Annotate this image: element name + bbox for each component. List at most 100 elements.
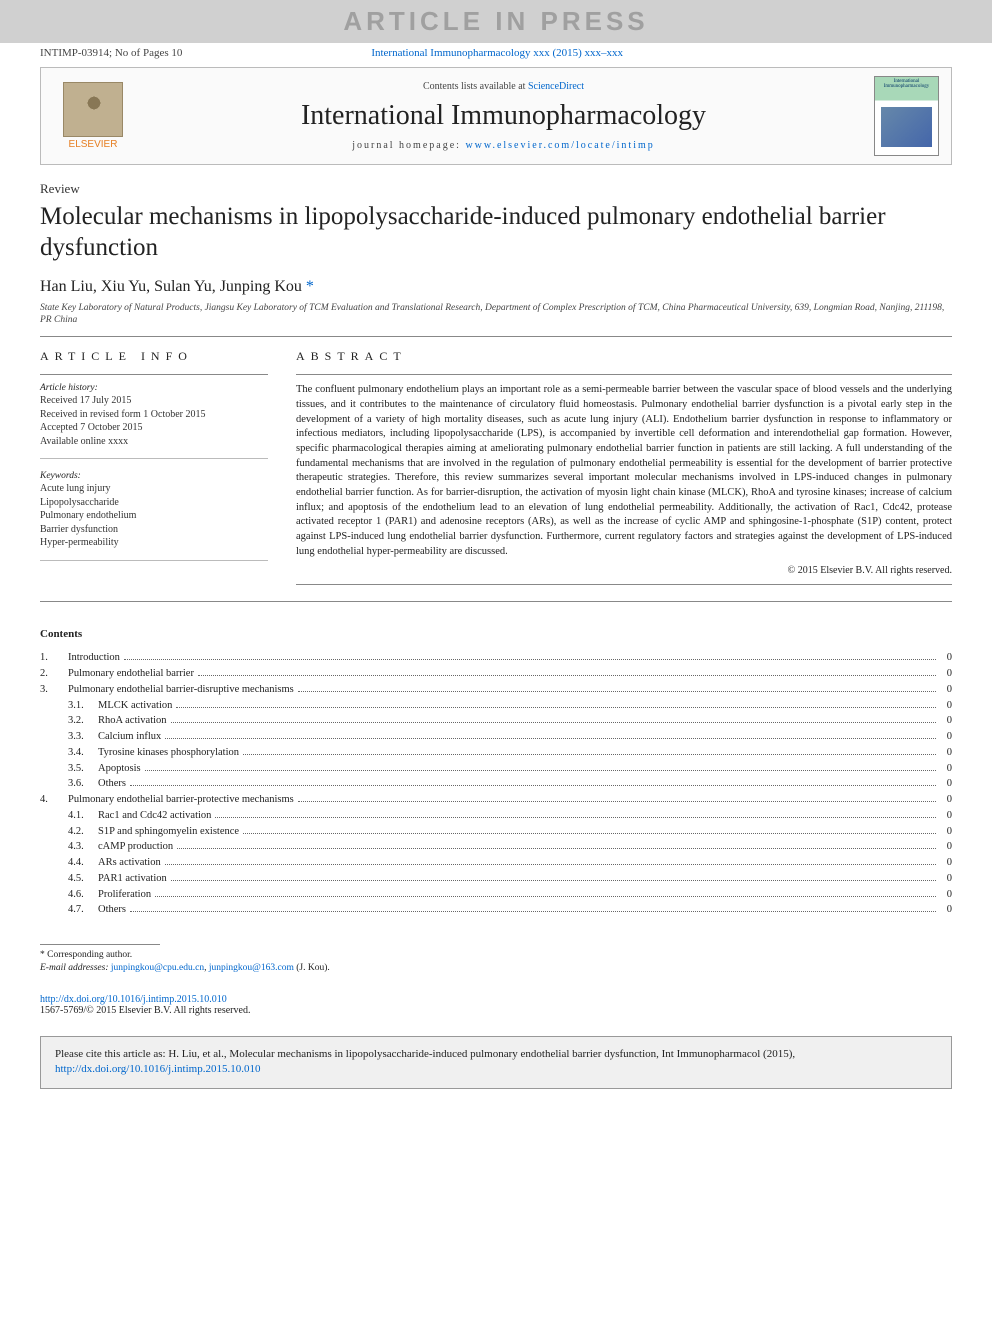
journal-masthead: ELSEVIER Contents lists available at Sci…	[40, 67, 952, 165]
article-info-heading: article info	[40, 349, 268, 364]
toc-page: 0	[940, 824, 952, 840]
journal-reference-link[interactable]: International Immunopharmacology xxx (20…	[182, 47, 812, 59]
toc-page: 0	[940, 713, 952, 729]
toc-page: 0	[940, 666, 952, 682]
abstract-column: abstract The confluent pulmonary endothe…	[296, 349, 952, 593]
contents-heading: Contents	[40, 628, 952, 640]
article-title: Molecular mechanisms in lipopolysacchari…	[40, 201, 952, 264]
toc-num: 3.1.	[68, 698, 98, 714]
toc-num: 4.7.	[68, 902, 98, 918]
corresponding-author-footnote: * Corresponding author.	[40, 949, 952, 962]
toc-subitem[interactable]: 4.7.Others 0	[40, 902, 952, 918]
toc-page: 0	[940, 871, 952, 887]
toc-dots	[176, 707, 936, 708]
toc-page: 0	[940, 761, 952, 777]
toc-dots	[130, 911, 936, 912]
toc-label: Pulmonary endothelial barrier	[68, 666, 194, 682]
article-type: Review	[40, 181, 952, 197]
toc-label: ARs activation	[98, 855, 161, 871]
table-of-contents: 1.Introduction02.Pulmonary endothelial b…	[40, 650, 952, 918]
sciencedirect-link[interactable]: ScienceDirect	[528, 81, 584, 92]
toc-subitem[interactable]: 3.2.RhoA activation0	[40, 713, 952, 729]
toc-subitem[interactable]: 4.4.ARs activation0	[40, 855, 952, 871]
toc-subitem[interactable]: 4.2.S1P and sphingomyelin existence 0	[40, 824, 952, 840]
abstract-copyright: © 2015 Elsevier B.V. All rights reserved…	[296, 565, 952, 576]
toc-label: Pulmonary endothelial barrier-disruptive…	[68, 682, 294, 698]
abstract-heading: abstract	[296, 349, 952, 364]
cover-thumb-image	[881, 107, 931, 147]
toc-page: 0	[940, 902, 952, 918]
toc-subitem[interactable]: 3.3.Calcium influx0	[40, 729, 952, 745]
toc-dots	[298, 801, 936, 802]
doi-link[interactable]: http://dx.doi.org/10.1016/j.intimp.2015.…	[40, 994, 227, 1005]
toc-dots	[298, 691, 936, 692]
toc-subitem[interactable]: 4.6.Proliferation0	[40, 887, 952, 903]
toc-subitem[interactable]: 4.1.Rac1 and Cdc42 activation0	[40, 808, 952, 824]
email-suffix: (J. Kou).	[294, 963, 330, 973]
article-in-press-banner: ARTICLE IN PRESS	[0, 0, 992, 43]
info-abstract-row: article info Article history: Received 1…	[40, 349, 952, 593]
toc-num: 3.2.	[68, 713, 98, 729]
toc-page: 0	[940, 776, 952, 792]
toc-label: MLCK activation	[98, 698, 172, 714]
homepage-prefix: journal homepage:	[352, 140, 465, 151]
journal-center: Contents lists available at ScienceDirec…	[133, 81, 874, 151]
toc-item[interactable]: 4.Pulmonary endothelial barrier-protecti…	[40, 792, 952, 808]
keywords-block: Keywords: Acute lung injury Lipopolysacc…	[40, 471, 268, 561]
keyword: Acute lung injury	[40, 482, 268, 496]
cite-prefix: Please cite this article as: H. Liu, et …	[55, 1048, 795, 1060]
toc-num: 1.	[40, 650, 68, 666]
toc-label: Introduction	[68, 650, 120, 666]
keyword: Pulmonary endothelium	[40, 509, 268, 523]
divider	[296, 374, 952, 375]
toc-label: Tyrosine kinases phosphorylation	[98, 745, 239, 761]
toc-subitem[interactable]: 3.6.Others0	[40, 776, 952, 792]
elsevier-logo: ELSEVIER	[53, 76, 133, 156]
toc-num: 4.2.	[68, 824, 98, 840]
online-date: Available online xxxx	[40, 435, 268, 449]
abstract-text: The confluent pulmonary endothelium play…	[296, 383, 952, 559]
toc-dots	[243, 754, 936, 755]
toc-dots	[155, 896, 936, 897]
homepage-link[interactable]: www.elsevier.com/locate/intimp	[465, 140, 654, 151]
toc-page: 0	[940, 808, 952, 824]
toc-num: 3.6.	[68, 776, 98, 792]
email-label: E-mail addresses:	[40, 963, 111, 973]
toc-num: 3.3.	[68, 729, 98, 745]
email-footnote: E-mail addresses: junpingkou@cpu.edu.cn,…	[40, 962, 952, 975]
toc-subitem[interactable]: 4.5.PAR1 activation0	[40, 871, 952, 887]
toc-subitem[interactable]: 4.3.cAMP production0	[40, 839, 952, 855]
toc-label: Apoptosis	[98, 761, 141, 777]
journal-cover-thumbnail: International Immunopharmacology	[874, 76, 939, 156]
toc-item[interactable]: 1.Introduction0	[40, 650, 952, 666]
email-link-1[interactable]: junpingkou@cpu.edu.cn	[111, 963, 204, 973]
toc-dots	[215, 817, 936, 818]
doi-block: http://dx.doi.org/10.1016/j.intimp.2015.…	[40, 994, 952, 1016]
toc-label: S1P and sphingomyelin existence	[98, 824, 239, 840]
toc-dots	[198, 675, 936, 676]
cite-doi-link[interactable]: http://dx.doi.org/10.1016/j.intimp.2015.…	[55, 1063, 260, 1075]
email-link-2[interactable]: junpingkou@163.com	[209, 963, 294, 973]
toc-num: 4.1.	[68, 808, 98, 824]
elsevier-label: ELSEVIER	[69, 139, 118, 150]
toc-dots	[243, 833, 936, 834]
toc-subitem[interactable]: 3.4.Tyrosine kinases phosphorylation0	[40, 745, 952, 761]
toc-page: 0	[940, 698, 952, 714]
toc-label: Others	[98, 902, 126, 918]
toc-item[interactable]: 2.Pulmonary endothelial barrier0	[40, 666, 952, 682]
toc-num: 4.	[40, 792, 68, 808]
corresponding-mark: *	[306, 278, 314, 295]
toc-page: 0	[940, 792, 952, 808]
issn-copyright: 1567-5769/© 2015 Elsevier B.V. All right…	[40, 1005, 952, 1016]
toc-subitem[interactable]: 3.5.Apoptosis0	[40, 761, 952, 777]
toc-item[interactable]: 3.Pulmonary endothelial barrier-disrupti…	[40, 682, 952, 698]
divider	[296, 584, 952, 585]
elsevier-tree-icon	[63, 82, 123, 137]
toc-dots	[171, 880, 936, 881]
received-date: Received 17 July 2015	[40, 394, 268, 408]
divider	[40, 601, 952, 602]
toc-subitem[interactable]: 3.1.MLCK activation 0	[40, 698, 952, 714]
toc-dots	[165, 738, 936, 739]
journal-name: International Immunopharmacology	[133, 100, 874, 132]
toc-page: 0	[940, 729, 952, 745]
